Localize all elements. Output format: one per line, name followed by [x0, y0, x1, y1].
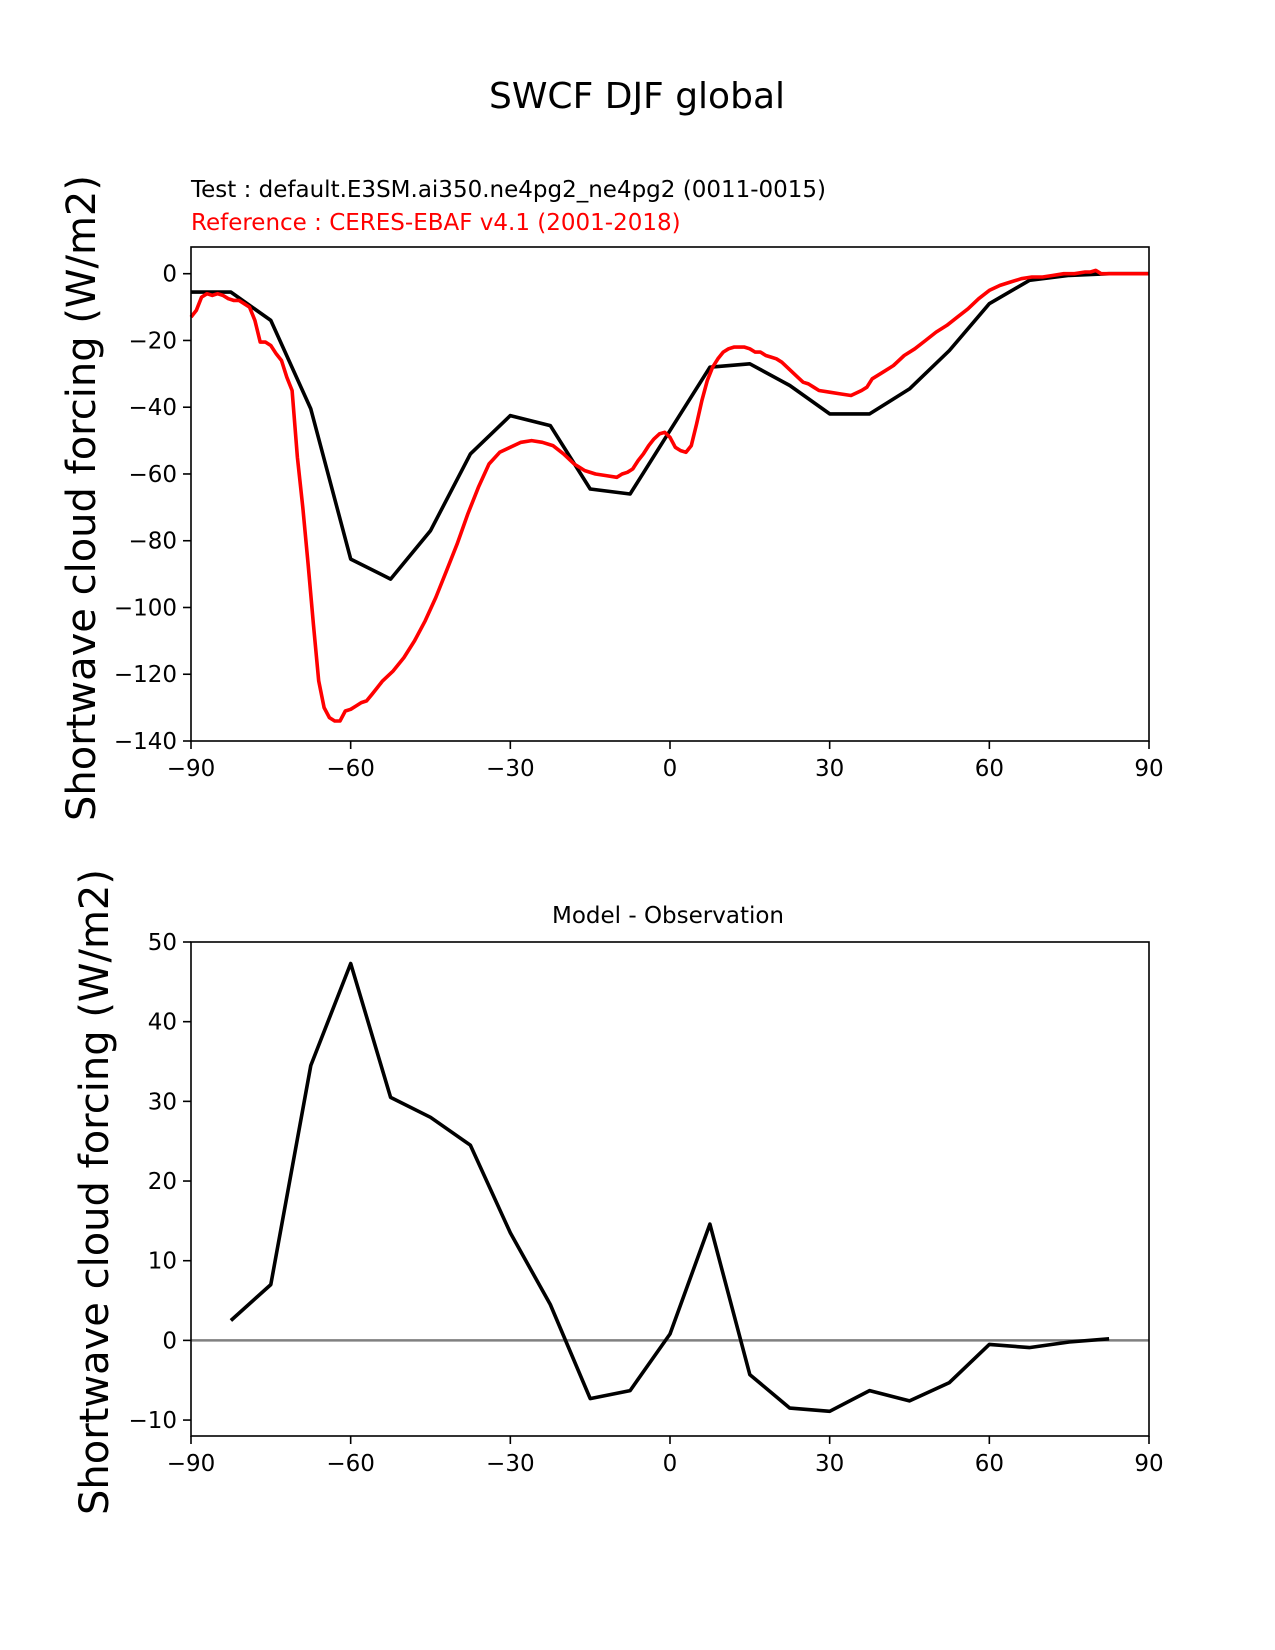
top-panel-series: [189, 268, 1149, 723]
bottom-panel-title: Model - Observation: [552, 903, 784, 929]
test-series-line: [229, 961, 1110, 1414]
x-tick-label: 60: [975, 756, 1004, 782]
x-tick-label: 30: [815, 756, 844, 782]
x-tick-label: −90: [167, 1451, 216, 1477]
top-panel-ylabel: Shortwave cloud forcing (W/m2): [59, 175, 105, 821]
top-panel: Test : default.E3SM.ai350.ne4pg2_ne4pg2 …: [59, 175, 1164, 821]
x-tick-label: −30: [486, 1451, 535, 1477]
x-tick-label: 30: [815, 1451, 844, 1477]
y-tick-label: 50: [148, 930, 177, 956]
x-tick-label: 90: [1134, 756, 1163, 782]
test-series-line: [191, 271, 1149, 581]
x-tick-label: −90: [167, 756, 216, 782]
bottom-panel: Model - Observation Shortwave cloud forc…: [72, 869, 1164, 1515]
x-tick-label: 60: [975, 1451, 1004, 1477]
y-tick-label: 20: [148, 1169, 177, 1195]
y-tick-label: −140: [114, 729, 177, 755]
reference-series-line: [189, 268, 1149, 723]
y-tick-label: 10: [148, 1249, 177, 1275]
x-tick-label: 90: [1134, 1451, 1163, 1477]
plot-frame: [190, 941, 1150, 1437]
top-panel-axes: −90 −60 −30 0 30 60 90 0 −20 −40 −60 −80 −100 −120 −14…: [114, 246, 1164, 782]
x-tick-label: −30: [486, 756, 535, 782]
y-tick-label: −80: [128, 529, 177, 555]
reference-label: Reference : CERES-EBAF v4.1 (2001-2018): [191, 210, 681, 236]
y-tick-label: 0: [162, 262, 177, 288]
y-tick-label: −100: [114, 595, 177, 621]
x-tick-label: 0: [663, 1451, 678, 1477]
test-label: Test : default.E3SM.ai350.ne4pg2_ne4pg2 …: [190, 177, 826, 203]
y-tick-label: 0: [162, 1328, 177, 1354]
bottom-panel-ylabel: Shortwave cloud forcing (W/m2): [72, 869, 118, 1515]
y-tick-label: −60: [128, 462, 177, 488]
y-tick-label: −40: [128, 395, 177, 421]
y-tick-label: 30: [148, 1089, 177, 1115]
y-tick-label: −120: [114, 662, 177, 688]
y-tick-label: 40: [148, 1010, 177, 1036]
figure-title: SWCF DJF global: [489, 76, 785, 117]
bottom-panel-series: [191, 961, 1149, 1414]
x-tick-label: −60: [326, 1451, 375, 1477]
y-tick-label: −10: [128, 1408, 177, 1434]
x-tick-label: 0: [663, 756, 678, 782]
bottom-panel-axes: −90 −60 −30 0 30 60 90 50 40 30 20 10 0 −10: [128, 930, 1163, 1477]
y-tick-label: −20: [128, 328, 177, 354]
x-tick-label: −60: [326, 756, 375, 782]
